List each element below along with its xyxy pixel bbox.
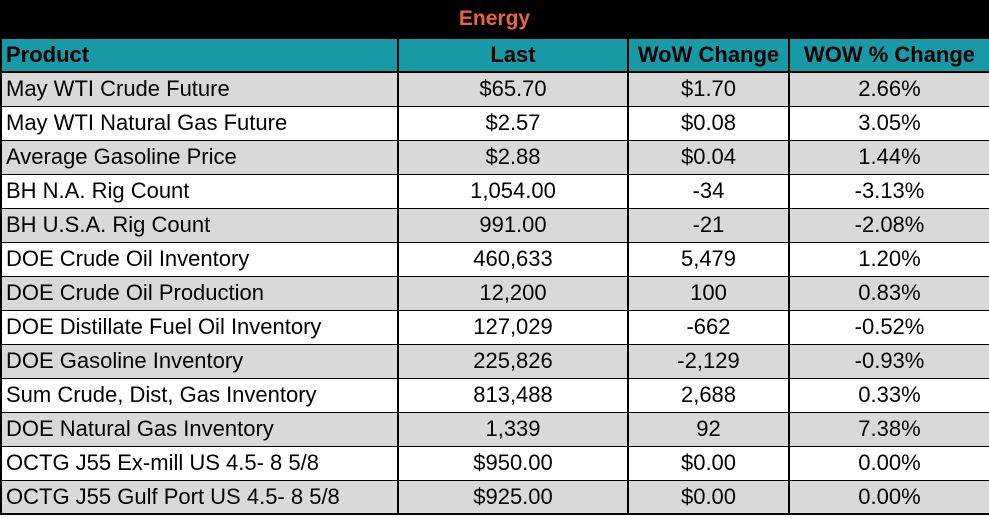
header-row: Product Last WoW Change WOW % Change bbox=[0, 37, 989, 73]
cell-wow-change: -662 bbox=[627, 309, 790, 345]
cell-last: 813,488 bbox=[397, 377, 629, 413]
cell-wow-change: -21 bbox=[627, 207, 790, 243]
cell-product: DOE Gasoline Inventory bbox=[0, 343, 399, 379]
cell-wow-change: $0.00 bbox=[627, 479, 790, 515]
cell-product: May WTI Natural Gas Future bbox=[0, 105, 399, 141]
table-row: DOE Crude Oil Production 12,200 100 0.83% bbox=[0, 275, 989, 311]
cell-wow-change: -34 bbox=[627, 173, 790, 209]
cell-product: BH N.A. Rig Count bbox=[0, 173, 399, 209]
cell-product: DOE Natural Gas Inventory bbox=[0, 411, 399, 447]
cell-wow-change: $0.00 bbox=[627, 445, 790, 481]
cell-product: DOE Crude Oil Production bbox=[0, 275, 399, 311]
cell-last: $950.00 bbox=[397, 445, 629, 481]
cell-last: $2.88 bbox=[397, 139, 629, 175]
cell-last: 1,054.00 bbox=[397, 173, 629, 209]
table-row: DOE Natural Gas Inventory 1,339 92 7.38% bbox=[0, 411, 989, 447]
cell-product: OCTG J55 Gulf Port US 4.5- 8 5/8 bbox=[0, 479, 399, 515]
cell-wow-change: 2,688 bbox=[627, 377, 790, 413]
cell-wow-pct-change: 0.00% bbox=[788, 445, 989, 481]
table-row: May WTI Natural Gas Future $2.57 $0.08 3.05… bbox=[0, 105, 989, 141]
cell-wow-pct-change: -0.52% bbox=[788, 309, 989, 345]
cell-wow-pct-change: 2.66% bbox=[788, 71, 989, 107]
cell-wow-change: 92 bbox=[627, 411, 790, 447]
cell-product: May WTI Crude Future bbox=[0, 71, 399, 107]
cell-wow-pct-change: 7.38% bbox=[788, 411, 989, 447]
cell-last: 225,826 bbox=[397, 343, 629, 379]
cell-wow-change: 5,479 bbox=[627, 241, 790, 277]
cell-wow-pct-change: 1.20% bbox=[788, 241, 989, 277]
cell-last: 460,633 bbox=[397, 241, 629, 277]
cell-wow-change: 100 bbox=[627, 275, 790, 311]
cell-wow-change: -2,129 bbox=[627, 343, 790, 379]
cell-wow-change: $0.08 bbox=[627, 105, 790, 141]
table-body: May WTI Crude Future $65.70 $1.70 2.66% May … bbox=[0, 71, 989, 515]
table-row: BH N.A. Rig Count 1,054.00 -34 -3.13% bbox=[0, 173, 989, 209]
cell-wow-pct-change: 1.44% bbox=[788, 139, 989, 175]
table-row: DOE Gasoline Inventory 225,826 -2,129 -0.93… bbox=[0, 343, 989, 379]
column-header-wow-pct-change: WOW % Change bbox=[788, 37, 989, 73]
cell-product: Sum Crude, Dist, Gas Inventory bbox=[0, 377, 399, 413]
table-row: OCTG J55 Gulf Port US 4.5- 8 5/8 $925.00 $… bbox=[0, 479, 989, 515]
table-row: BH U.S.A. Rig Count 991.00 -21 -2.08% bbox=[0, 207, 989, 243]
cell-product: BH U.S.A. Rig Count bbox=[0, 207, 399, 243]
column-header-wow-change: WoW Change bbox=[627, 37, 790, 73]
cell-wow-pct-change: 0.33% bbox=[788, 377, 989, 413]
cell-last: 127,029 bbox=[397, 309, 629, 345]
cell-product: DOE Distillate Fuel Oil Inventory bbox=[0, 309, 399, 345]
cell-last: $925.00 bbox=[397, 479, 629, 515]
title-bar: Energy bbox=[0, 0, 989, 37]
cell-wow-change: $0.04 bbox=[627, 139, 790, 175]
cell-product: OCTG J55 Ex-mill US 4.5- 8 5/8 bbox=[0, 445, 399, 481]
cell-last: 1,339 bbox=[397, 411, 629, 447]
cell-wow-pct-change: 0.00% bbox=[788, 479, 989, 515]
cell-wow-pct-change: 0.83% bbox=[788, 275, 989, 311]
cell-last: 12,200 bbox=[397, 275, 629, 311]
cell-wow-change: $1.70 bbox=[627, 71, 790, 107]
cell-last: $65.70 bbox=[397, 71, 629, 107]
cell-product: Average Gasoline Price bbox=[0, 139, 399, 175]
table-row: Sum Crude, Dist, Gas Inventory 813,488 2,6… bbox=[0, 377, 989, 413]
sheet-title: Energy bbox=[458, 6, 531, 30]
cell-wow-pct-change: 3.05% bbox=[788, 105, 989, 141]
column-header-product: Product bbox=[0, 37, 399, 73]
cell-wow-pct-change: -0.93% bbox=[788, 343, 989, 379]
cell-last: 991.00 bbox=[397, 207, 629, 243]
cell-product: DOE Crude Oil Inventory bbox=[0, 241, 399, 277]
table-row: DOE Distillate Fuel Oil Inventory 127,029… bbox=[0, 309, 989, 345]
table-row: OCTG J55 Ex-mill US 4.5- 8 5/8 $950.00 $0.… bbox=[0, 445, 989, 481]
table-row: May WTI Crude Future $65.70 $1.70 2.66% bbox=[0, 71, 989, 107]
column-header-last: Last bbox=[397, 37, 629, 73]
cell-wow-pct-change: -3.13% bbox=[788, 173, 989, 209]
table-row: DOE Crude Oil Inventory 460,633 5,479 1.20% bbox=[0, 241, 989, 277]
energy-table: Product Last WoW Change WOW % Change May… bbox=[0, 37, 989, 515]
cell-last: $2.57 bbox=[397, 105, 629, 141]
table-row: Average Gasoline Price $2.88 $0.04 1.44% bbox=[0, 139, 989, 175]
cell-wow-pct-change: -2.08% bbox=[788, 207, 989, 243]
